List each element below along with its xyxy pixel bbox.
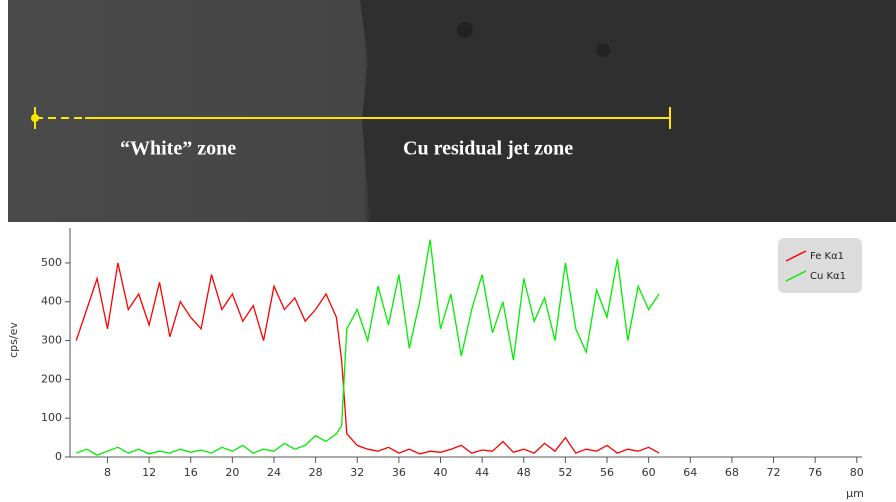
legend-swatch bbox=[785, 270, 807, 282]
x-tick-label: 44 bbox=[475, 466, 489, 479]
y-tick-label: 500 bbox=[41, 256, 62, 269]
series-line bbox=[75, 239, 660, 456]
x-tick-label: 48 bbox=[517, 466, 531, 479]
y-axis-label: cps/ev bbox=[7, 322, 20, 358]
x-tick-label: 8 bbox=[104, 466, 111, 479]
legend-label: Cu Kα1 bbox=[810, 271, 846, 282]
x-tick-label: 20 bbox=[225, 466, 239, 479]
x-tick-label: 80 bbox=[850, 466, 864, 479]
y-tick-label: 200 bbox=[41, 372, 62, 385]
legend-label: Fe Kα1 bbox=[810, 251, 844, 262]
x-tick-label: 60 bbox=[642, 466, 656, 479]
scan-point bbox=[31, 114, 39, 122]
annotation: “White” zone bbox=[120, 138, 236, 160]
x-tick-label: 68 bbox=[725, 466, 739, 479]
y-tick-label: 100 bbox=[41, 411, 62, 424]
jet-region bbox=[360, 0, 896, 222]
annotation: Cu residual jet zone bbox=[403, 138, 573, 160]
series-line bbox=[75, 262, 660, 455]
x-tick-label: 56 bbox=[600, 466, 614, 479]
x-tick-label: 16 bbox=[184, 466, 198, 479]
y-tick-label: 400 bbox=[41, 295, 62, 308]
x-tick-label: 32 bbox=[350, 466, 364, 479]
x-tick-label: 24 bbox=[267, 466, 281, 479]
x-tick-label: 36 bbox=[392, 466, 406, 479]
x-tick-label: 72 bbox=[767, 466, 781, 479]
y-tick-label: 0 bbox=[55, 450, 62, 463]
x-axis-label: µm bbox=[846, 487, 864, 500]
y-tick-label: 300 bbox=[41, 334, 62, 347]
pore bbox=[596, 43, 610, 57]
pore bbox=[457, 22, 473, 38]
x-tick-label: 40 bbox=[434, 466, 448, 479]
x-tick-label: 64 bbox=[683, 466, 697, 479]
x-tick-label: 12 bbox=[142, 466, 156, 479]
legend bbox=[778, 238, 862, 293]
x-tick-label: 76 bbox=[808, 466, 822, 479]
x-tick-label: 28 bbox=[309, 466, 323, 479]
legend-swatch bbox=[785, 250, 807, 262]
sem-image: “White” zone Cu residual jet zone bbox=[8, 0, 896, 222]
x-tick-label: 52 bbox=[558, 466, 572, 479]
